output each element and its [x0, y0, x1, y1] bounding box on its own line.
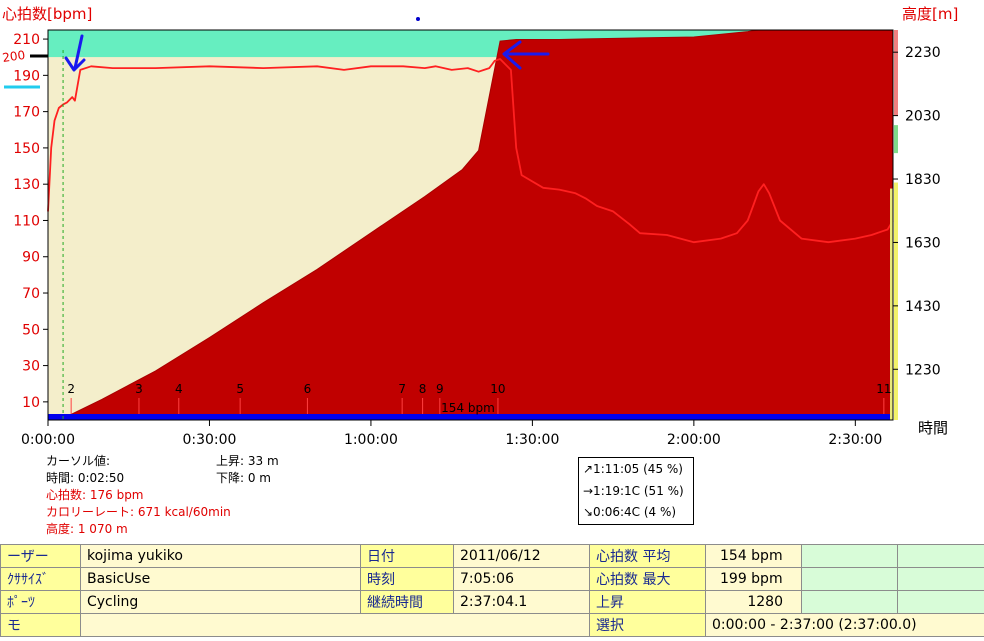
edge-marker — [894, 125, 898, 154]
x-tick-label: 2:00:00 — [667, 432, 721, 448]
altitude-line — [48, 29, 894, 421]
y-tick-label: 70 — [22, 286, 40, 302]
memo-value — [80, 613, 590, 637]
sport-label: ﾎﾟｰﾂ — [0, 590, 81, 614]
lap-label: 6 — [304, 382, 312, 396]
edge-marker — [890, 188, 893, 420]
x-tick-label: 1:00:00 — [344, 432, 398, 448]
date-value: 2011/06/12 — [453, 544, 590, 568]
y-tick-label: 210 — [13, 32, 40, 48]
ascent-label: 上昇 — [589, 590, 706, 614]
user-label: ーザー — [0, 544, 81, 568]
empty-cell — [897, 567, 984, 591]
marker-dot — [416, 17, 420, 21]
lap-label: 2 — [67, 382, 75, 396]
time-label: 時刻 — [360, 567, 454, 591]
empty-cell — [801, 590, 898, 614]
average-label: 154 bpm — [441, 401, 495, 415]
cursor-values-panel: カーソル値: 時間: 0:02:50 心拍数: 176 bpm カロリーレート:… — [46, 453, 346, 537]
exercise-label: ｸｻｻｲｽﾞ — [0, 567, 81, 591]
duration-label: 継続時間 — [360, 590, 454, 614]
selection-value: 0:00:00 - 2:37:00 (2:37:00.0) — [705, 613, 984, 637]
hr-max-label: 心拍数 最大 — [589, 567, 706, 591]
memo-label: モ — [0, 613, 81, 637]
lap-label: 10 — [490, 382, 505, 396]
y2-tick-label: 1430 — [905, 299, 941, 315]
cursor-heart-rate: 心拍数: 176 bpm — [46, 488, 144, 502]
y-tick-label: 10 — [22, 395, 40, 411]
user-value: kojima yukiko — [80, 544, 361, 568]
lap-label: 3 — [135, 382, 143, 396]
edge-marker — [894, 182, 898, 420]
ascent-value: 1280 — [705, 590, 802, 614]
y-tick-label: 30 — [22, 359, 40, 375]
sport-value: Cycling — [80, 590, 361, 614]
duration-value: 2:37:04.1 — [453, 590, 590, 614]
hr-avg-value: 154 bpm — [705, 544, 802, 568]
selection-label: 選択 — [589, 613, 706, 637]
zone-above-time: ↗1:11:05 (45 %) — [583, 462, 683, 476]
y-tick-label: 170 — [13, 105, 40, 121]
arrow-annotation — [64, 34, 86, 72]
left-axis-title: 心拍数[bpm] — [2, 5, 93, 23]
altitude-area — [48, 30, 893, 420]
zone-time-box: ↗1:11:05 (45 %) →1:19:1C (51 %) ↘0:06:4C… — [578, 457, 694, 525]
plot-frame — [47, 29, 894, 421]
x-tick-label: 0:00:00 — [21, 432, 75, 448]
empty-cell — [897, 590, 984, 614]
exercise-value: BasicUse — [80, 567, 361, 591]
lap-label: 9 — [436, 382, 444, 396]
lap-label: 8 — [419, 382, 427, 396]
lap-label: 4 — [175, 382, 183, 396]
y2-tick-label: 1630 — [905, 235, 941, 251]
y-tick-label: 150 — [13, 141, 40, 157]
lap-label: 5 — [236, 382, 244, 396]
lap-label: 7 — [398, 382, 406, 396]
y-tick-label: 190 — [13, 68, 40, 84]
summary-table: ーザー kojima yukiko 日付 2011/06/12 心拍数 平均 1… — [0, 544, 984, 637]
average-line — [48, 414, 893, 420]
lap-label: 11 — [876, 382, 891, 396]
handwritten-note: 200 — [1, 48, 26, 65]
empty-cell — [897, 544, 984, 568]
edge-marker — [894, 30, 898, 116]
y-tick-label: 50 — [22, 322, 40, 338]
x-tick-label: 0:30:00 — [182, 432, 236, 448]
cursor-title: カーソル値: — [46, 454, 111, 468]
heart-rate-line — [47, 58, 894, 244]
cursor-calorie-rate: カロリーレート: 671 kcal/60min — [46, 505, 231, 519]
cursor-ascent: 上昇: 33 m — [216, 454, 279, 468]
x-tick-label: 2:30:00 — [828, 432, 882, 448]
arrow-annotation — [502, 40, 550, 70]
zone-below-time: ↘0:06:4C (4 %) — [583, 505, 677, 519]
table-row: ｸｻｻｲｽﾞ BasicUse 時刻 7:05:06 心拍数 最大 199 bp… — [0, 567, 984, 591]
cursor-time: 時間: 0:02:50 — [46, 471, 125, 485]
y-tick-label: 130 — [13, 177, 40, 193]
date-label: 日付 — [360, 544, 454, 568]
y2-tick-label: 1230 — [905, 362, 941, 378]
x-tick-label: 1:30:00 — [505, 432, 559, 448]
table-row: ーザー kojima yukiko 日付 2011/06/12 心拍数 平均 1… — [0, 544, 984, 568]
hr-avg-label: 心拍数 平均 — [589, 544, 706, 568]
x-axis-title: 時間 — [918, 419, 949, 437]
empty-cell — [801, 567, 898, 591]
y-tick-label: 90 — [22, 250, 40, 266]
zone-within-time: →1:19:1C (51 %) — [583, 484, 684, 498]
hr-max-value: 199 bpm — [705, 567, 802, 591]
y2-tick-label: 2230 — [905, 45, 941, 61]
cursor-descent: 下降: 0 m — [216, 471, 271, 485]
right-axis-title: 高度[m] — [902, 5, 959, 23]
empty-cell — [801, 544, 898, 568]
table-row: モ 選択 0:00:00 - 2:37:00 (2:37:00.0) — [0, 613, 984, 637]
y2-tick-label: 1830 — [905, 172, 941, 188]
y2-tick-label: 2030 — [905, 109, 941, 125]
chart: 154 bpm 2 3 4 5 6 7 8 9 10 11 10 30 50 70 90 110 130 150… — [1, 17, 941, 448]
time-value: 7:05:06 — [453, 567, 590, 591]
cursor-altitude: 高度: 1 070 m — [46, 522, 128, 536]
y-tick-label: 110 — [13, 213, 40, 229]
table-row: ﾎﾟｰﾂ Cycling 継続時間 2:37:04.1 上昇 1280 — [0, 590, 984, 614]
